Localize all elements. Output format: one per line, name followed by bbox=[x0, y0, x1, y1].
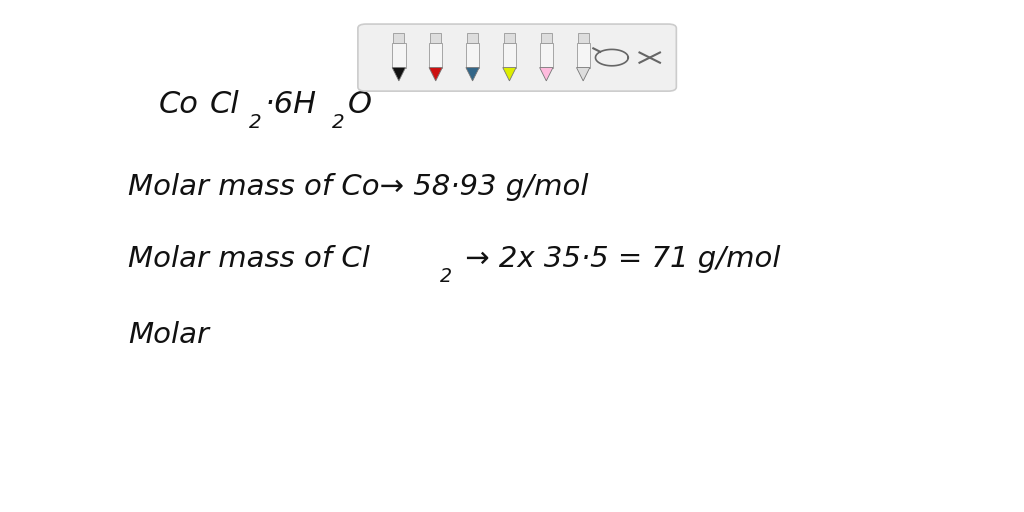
Polygon shape bbox=[429, 68, 442, 81]
Bar bbox=[430, 33, 441, 43]
Polygon shape bbox=[466, 68, 479, 81]
Text: 2: 2 bbox=[332, 113, 344, 133]
Text: O: O bbox=[348, 91, 373, 119]
Bar bbox=[393, 33, 404, 43]
Polygon shape bbox=[540, 68, 553, 81]
Polygon shape bbox=[392, 68, 406, 81]
Bar bbox=[541, 33, 552, 43]
Bar bbox=[467, 33, 478, 43]
Bar bbox=[504, 33, 515, 43]
Text: Co: Co bbox=[159, 91, 199, 119]
Bar bbox=[577, 43, 590, 68]
Text: ·6H: ·6H bbox=[265, 91, 316, 119]
Bar bbox=[540, 43, 553, 68]
Text: 2: 2 bbox=[249, 113, 261, 133]
Bar bbox=[429, 43, 442, 68]
Text: 2: 2 bbox=[440, 267, 453, 286]
FancyBboxPatch shape bbox=[358, 24, 677, 91]
Bar bbox=[503, 43, 516, 68]
Polygon shape bbox=[577, 68, 590, 81]
Text: Cl: Cl bbox=[210, 91, 240, 119]
Text: Molar mass of Co→ 58·93 g/mol: Molar mass of Co→ 58·93 g/mol bbox=[128, 173, 589, 201]
Bar bbox=[392, 43, 406, 68]
Text: → 2x 35·5 = 71 g/mol: → 2x 35·5 = 71 g/mol bbox=[456, 245, 780, 272]
Text: Molar mass of Cl: Molar mass of Cl bbox=[128, 245, 370, 272]
Bar bbox=[466, 43, 479, 68]
Polygon shape bbox=[503, 68, 516, 81]
Bar bbox=[578, 33, 589, 43]
Text: Molar: Molar bbox=[128, 322, 209, 349]
